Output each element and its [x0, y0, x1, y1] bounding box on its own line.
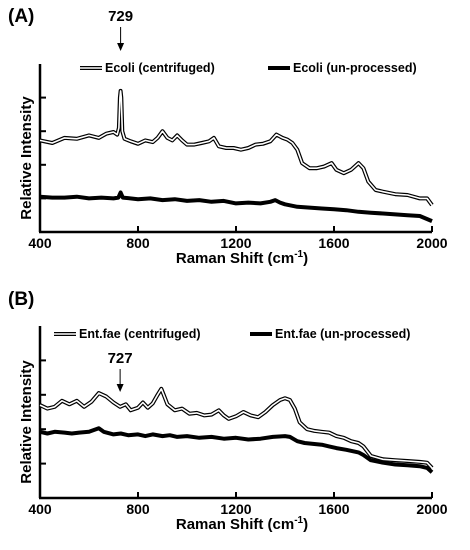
- x-axis-label-end: ): [303, 516, 308, 533]
- x-tick-label: 800: [126, 235, 150, 251]
- x-axis-label-main: Raman Shift (cm: [176, 516, 294, 533]
- x-axis-label: Raman Shift (cm-1): [176, 515, 308, 533]
- peak-arrow-head: [117, 43, 125, 51]
- x-tick-label: 400: [28, 501, 52, 517]
- y-axis-label: Relative Intensity: [18, 96, 35, 220]
- series-line-inner: [39, 90, 433, 206]
- x-tick-label: 1600: [318, 501, 349, 517]
- legend: Ent.fae (centrifuged) Ent.fae (un-process…: [54, 327, 410, 341]
- x-axis-label-main: Raman Shift (cm: [176, 250, 294, 267]
- panel-label: (A): [8, 6, 34, 27]
- series-unprocessed: [39, 190, 433, 223]
- legend-label: Ent.fae (un-processed): [275, 327, 410, 341]
- series-line-inner: [39, 388, 433, 469]
- x-axis-label: Raman Shift (cm-1): [176, 249, 308, 267]
- series-centrifuged: [39, 386, 434, 470]
- legend-label: Ecoli (centrifuged): [105, 61, 215, 75]
- series-line: [39, 426, 434, 474]
- y-axis-label: Relative Intensity: [18, 360, 35, 484]
- peak-arrow-head: [116, 384, 124, 392]
- legend: Ecoli (centrifuged) Ecoli (un-processed): [80, 61, 417, 75]
- x-tick-label: 1600: [318, 235, 349, 251]
- x-axis-label-sup: -1: [294, 515, 303, 526]
- x-tick-label: 1200: [220, 501, 251, 517]
- legend-label: Ecoli (un-processed): [293, 61, 417, 75]
- series-unprocessed: [39, 426, 434, 474]
- peak-label: 727: [108, 350, 133, 367]
- x-axis-label-end: ): [303, 250, 308, 267]
- x-tick-label: 2000: [416, 235, 447, 251]
- x-tick-label: 400: [28, 235, 52, 251]
- x-tick-label: 1200: [220, 235, 251, 251]
- panel-label: (B): [8, 289, 34, 310]
- series-line: [39, 190, 433, 223]
- x-axis-label-sup: -1: [294, 249, 303, 260]
- x-tick-label: 2000: [416, 501, 447, 517]
- x-tick-label: 800: [126, 501, 150, 517]
- series-centrifuged: [39, 88, 434, 207]
- peak-label: 729: [108, 8, 133, 25]
- legend-label: Ent.fae (centrifuged): [79, 327, 201, 341]
